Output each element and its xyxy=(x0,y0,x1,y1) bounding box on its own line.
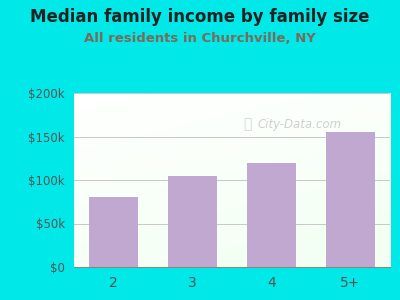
Bar xyxy=(89,197,138,267)
Text: Median family income by family size: Median family income by family size xyxy=(30,8,370,26)
Text: ⦿: ⦿ xyxy=(243,117,252,131)
Text: City-Data.com: City-Data.com xyxy=(257,118,342,131)
Bar xyxy=(326,132,375,267)
Bar xyxy=(168,176,217,267)
Bar xyxy=(247,163,296,267)
Text: All residents in Churchville, NY: All residents in Churchville, NY xyxy=(84,32,316,44)
